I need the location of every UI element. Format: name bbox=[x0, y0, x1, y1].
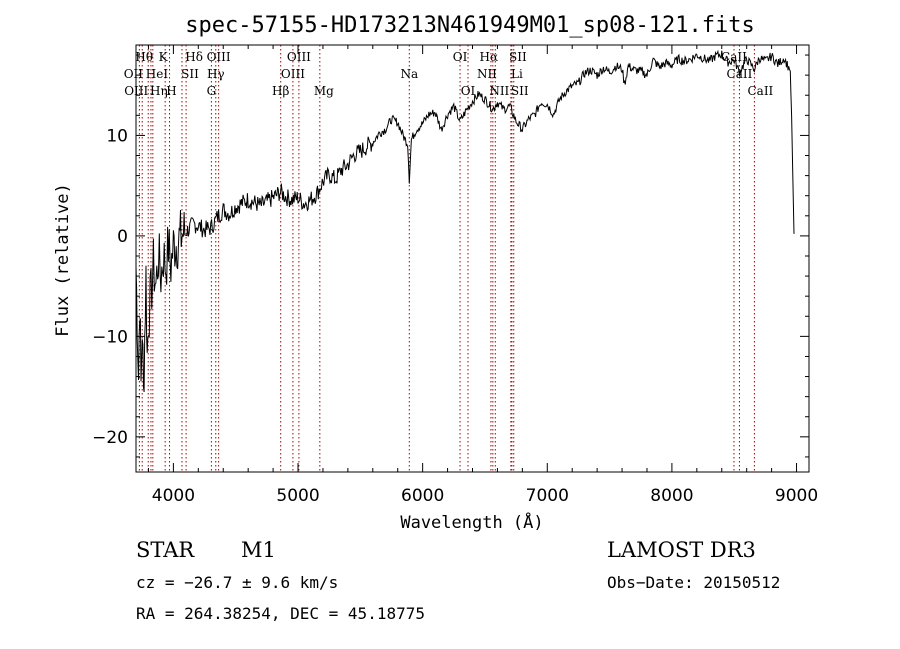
observation-date: Obs−Date: 20150512 bbox=[607, 573, 781, 592]
line-marker-label: Hδ bbox=[185, 50, 203, 64]
plot-frame bbox=[135, 44, 810, 473]
chart-title: spec-57155-HD173213N461949M01_sp08-121.f… bbox=[185, 13, 755, 38]
object-class: STAR bbox=[136, 538, 195, 562]
line-marker-label: Hα bbox=[480, 50, 499, 64]
x-axis-label: Wavelength (Å) bbox=[400, 511, 543, 533]
y-tick-label: −10 bbox=[92, 327, 128, 347]
y-tick-label: 0 bbox=[117, 227, 128, 247]
line-marker-label: HeI bbox=[146, 67, 169, 81]
line-marker-label: SII bbox=[509, 50, 527, 64]
line-marker-label: Hη bbox=[150, 84, 168, 98]
line-marker-label: CaII bbox=[747, 84, 773, 98]
line-marker-label: H bbox=[166, 84, 176, 98]
x-tick-label: 7000 bbox=[526, 486, 569, 506]
survey-label: LAMOST DR3 bbox=[607, 538, 756, 562]
line-marker-label: OIII bbox=[287, 50, 311, 64]
line-marker-label: OI bbox=[453, 50, 468, 64]
redshift-velocity: cz = −26.7 ± 9.6 km/s bbox=[136, 573, 339, 592]
x-axis-ticks: 4000 5000 6000 7000 8000 9000 bbox=[147, 45, 818, 506]
y-tick-label: 10 bbox=[106, 126, 128, 146]
line-marker-label: OIII bbox=[207, 50, 231, 64]
line-marker-label: NII bbox=[489, 84, 509, 98]
line-marker-label: OII bbox=[124, 67, 144, 81]
coordinates: RA = 264.38254, DEC = 45.18775 bbox=[136, 604, 425, 623]
object-subclass: M1 bbox=[241, 538, 276, 562]
line-marker-label: SII bbox=[181, 67, 199, 81]
x-tick-label: 9000 bbox=[775, 486, 818, 506]
x-tick-label: 4000 bbox=[152, 486, 195, 506]
y-axis-ticks: −20 −10 0 10 bbox=[92, 54, 809, 458]
spectral-line-markers bbox=[138, 45, 755, 472]
y-axis-label: Flux (relative) bbox=[53, 183, 73, 337]
x-tick-label: 6000 bbox=[401, 486, 444, 506]
line-marker-label: Hγ bbox=[207, 67, 225, 81]
line-marker-label: K bbox=[159, 50, 169, 64]
line-marker-label: G bbox=[207, 84, 217, 98]
line-marker-label: Hθ bbox=[135, 50, 153, 64]
line-marker-label: NII bbox=[477, 67, 497, 81]
line-marker-label: Na bbox=[400, 67, 418, 81]
x-tick-label: 5000 bbox=[276, 486, 319, 506]
line-marker-label: Li bbox=[511, 67, 523, 81]
line-marker-label: Mg bbox=[314, 84, 334, 98]
line-marker-label: OIII bbox=[281, 67, 305, 81]
line-marker-label: OI bbox=[461, 84, 476, 98]
spectrum-chart: spec-57155-HD173213N461949M01_sp08-121.f… bbox=[53, 13, 818, 533]
line-marker-label: Hβ bbox=[272, 84, 289, 98]
spectrum-line bbox=[135, 49, 795, 393]
line-marker-label: SII bbox=[511, 84, 529, 98]
x-tick-label: 8000 bbox=[650, 486, 693, 506]
y-tick-label: −20 bbox=[92, 428, 128, 448]
